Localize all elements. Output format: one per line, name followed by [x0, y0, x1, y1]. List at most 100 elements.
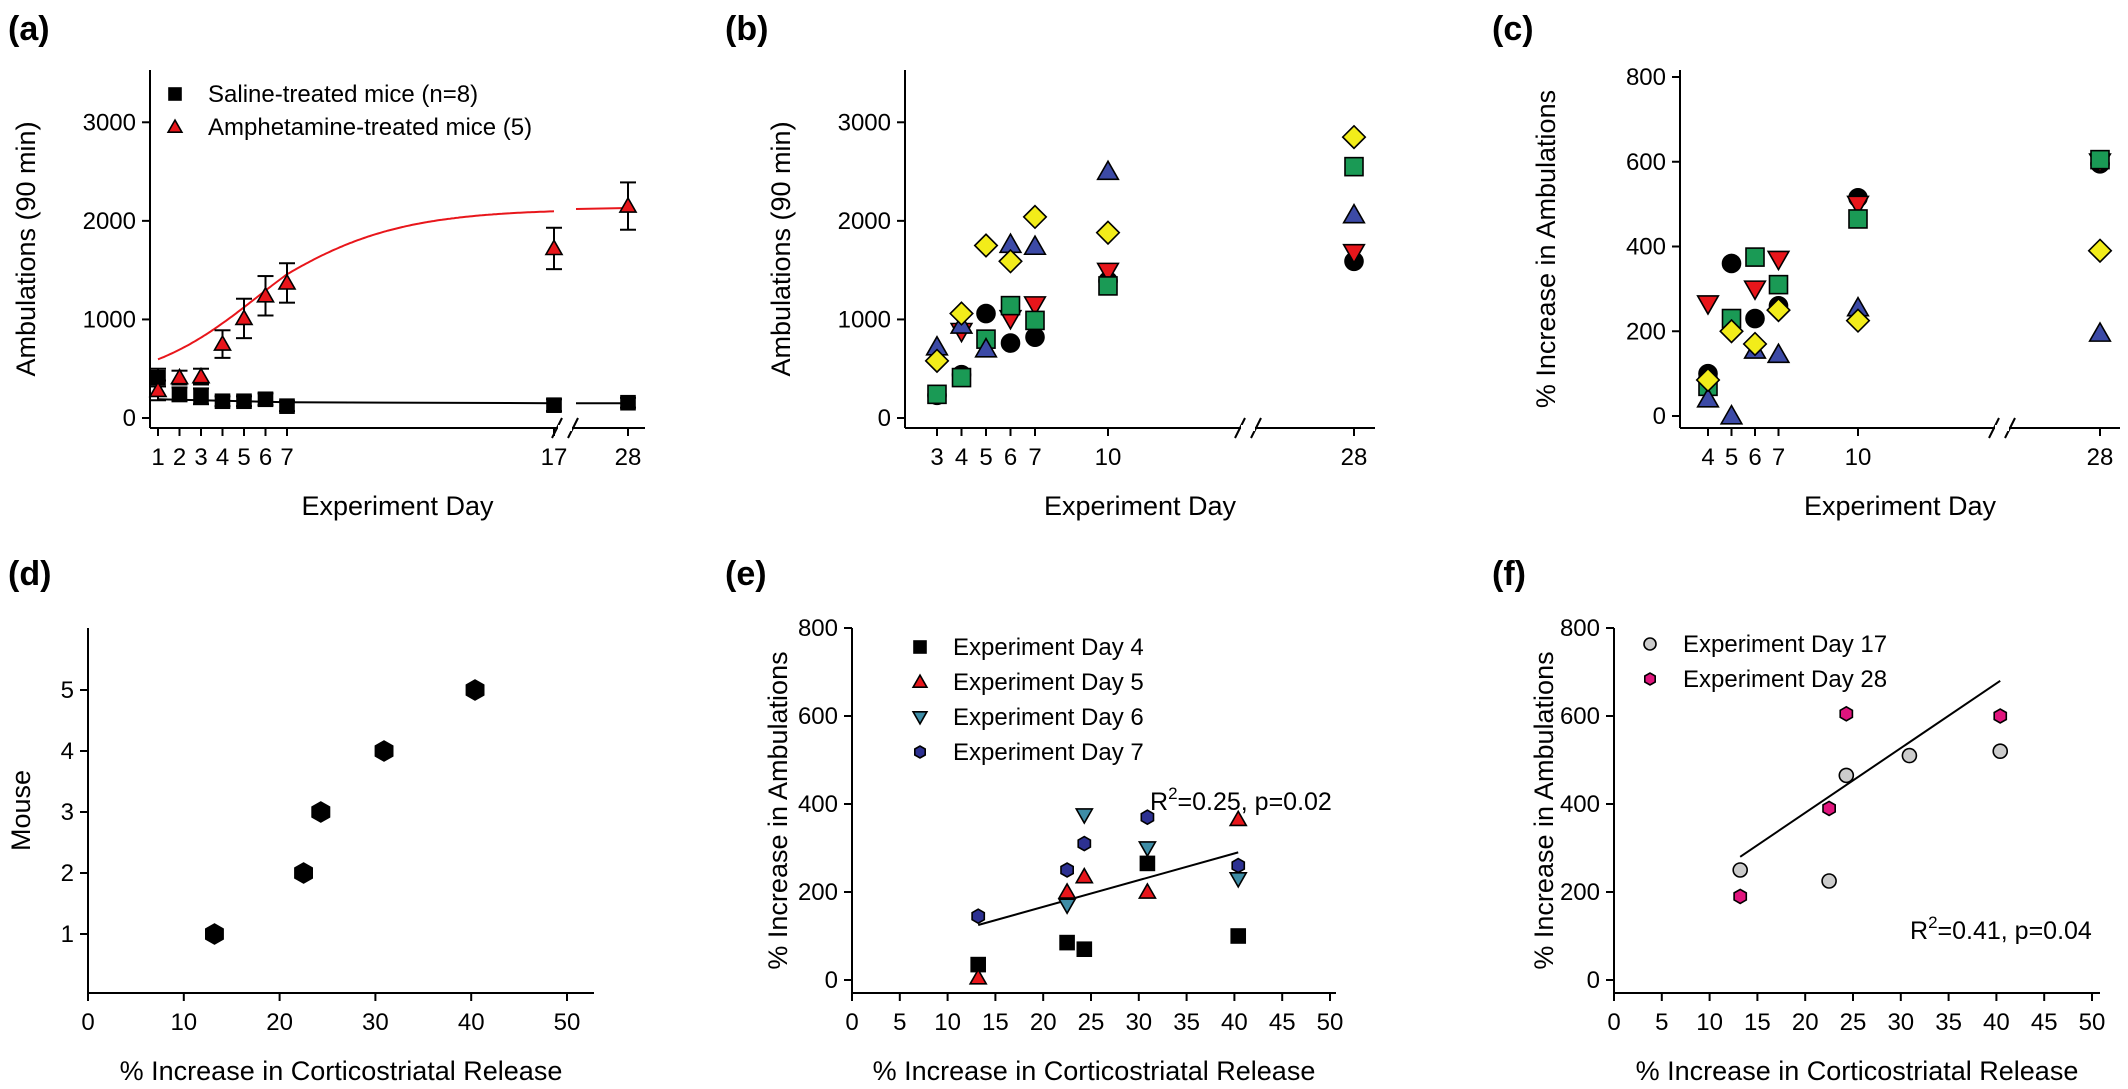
data-point: [1230, 928, 1247, 944]
data-point: [1695, 367, 1721, 393]
data-point: [1057, 898, 1077, 915]
y-tick-label: 0: [825, 967, 838, 994]
x-tick-label: 10: [934, 1009, 961, 1036]
y-tick-label: 3: [61, 799, 74, 826]
x-tick-label: 35: [1173, 1009, 1200, 1036]
x-tick-label: 40: [458, 1009, 485, 1036]
x-tick-label: 10: [1696, 1009, 1723, 1036]
y-tick-label: 200: [798, 879, 838, 906]
axis-break-gap: [558, 425, 572, 431]
data-point: [949, 301, 974, 326]
data-point: [1095, 220, 1121, 246]
data-point: [171, 386, 188, 403]
x-tick-label: 6: [1004, 444, 1017, 471]
y-tick-label: 200: [1560, 879, 1600, 906]
data-point: [2090, 149, 2110, 170]
legend-marker: [911, 673, 929, 688]
legend-label: Saline-treated mice (n=8): [208, 81, 478, 108]
data-point: [1719, 318, 1744, 344]
y-axis-label: % Increase in Ambulations: [1531, 90, 1561, 408]
legend-label: Experiment Day 7: [953, 739, 1144, 766]
x-tick-label: 7: [280, 444, 293, 471]
x-tick-label: 20: [1030, 1009, 1057, 1036]
data-point: [968, 968, 988, 985]
legend-label: Experiment Day 17: [1683, 631, 1887, 658]
data-point: [170, 367, 189, 385]
y-tick-label: 400: [1560, 791, 1600, 818]
x-tick-label: 4: [216, 444, 229, 471]
panel-c: (c) 0 200 400 600 800 4 5 6 7 10 28 Experiment Day % …: [1492, 10, 2120, 521]
y-tick-label: 600: [1560, 703, 1600, 730]
data-point: [1228, 871, 1248, 889]
x-tick-label: 1: [151, 444, 164, 471]
data-point: [1076, 941, 1093, 958]
data-point: [973, 233, 999, 258]
stats-annotation-part: 2: [1168, 784, 1177, 803]
y-tick-label: 1000: [83, 306, 136, 333]
y-tick-label: 800: [798, 615, 838, 642]
data-point: [1025, 327, 1045, 347]
y-tick-label: 0: [1587, 967, 1600, 994]
data-point: [1059, 934, 1075, 951]
data-point: [544, 238, 564, 256]
data-point: [1768, 274, 1789, 295]
y-tick-label: 4: [61, 738, 74, 765]
data-point: [1846, 195, 1870, 217]
stats-annotation: R2=0.25, p=0.02: [1150, 784, 1332, 816]
x-tick-label: 35: [1935, 1009, 1962, 1036]
regression-line: [1739, 679, 2001, 858]
data-point: [1000, 295, 1021, 316]
data-point: [1342, 202, 1366, 224]
x-tick-label: 28: [615, 444, 642, 471]
data-point: [1821, 873, 1837, 889]
data-point: [1074, 866, 1094, 884]
data-point: [1838, 767, 1855, 784]
panel-label: (e): [725, 555, 767, 593]
stats-annotation-part: =0.25, p=0.02: [1178, 788, 1332, 816]
y-tick-label: 2: [61, 860, 74, 887]
data-point: [1732, 862, 1748, 878]
data-point: [1060, 862, 1074, 878]
x-tick-label: 25: [1840, 1009, 1867, 1036]
stats-annotation-part: 2: [1928, 913, 1937, 932]
legend-marker: [911, 711, 929, 726]
x-tick-label: 6: [1748, 444, 1761, 471]
x-tick-label: 4: [1701, 444, 1714, 471]
y-tick-label: 1: [61, 921, 74, 948]
data-point: [1137, 882, 1157, 899]
x-tick-label: 28: [1341, 444, 1368, 471]
axis-break-mark: [1250, 417, 1262, 439]
x-tick-label: 50: [1317, 1009, 1344, 1036]
x-tick-label: 0: [81, 1009, 94, 1036]
data-point: [193, 388, 209, 405]
data-point: [1848, 209, 1868, 229]
x-tick-label: 50: [2079, 1009, 2106, 1036]
x-tick-label: 10: [170, 1009, 197, 1036]
data-point: [620, 394, 636, 411]
data-point: [277, 273, 297, 290]
legend-label: Experiment Day 6: [953, 704, 1144, 731]
data-point: [294, 862, 314, 884]
y-tick-label: 800: [1560, 615, 1600, 642]
regression-line: [977, 851, 1239, 926]
legend-marker: [913, 640, 927, 654]
axis-break-mark: [1234, 417, 1246, 439]
x-tick-label: 15: [982, 1009, 1009, 1036]
x-tick-label: 20: [1792, 1009, 1819, 1036]
data-point: [1839, 705, 1854, 722]
data-point: [1766, 297, 1791, 323]
x-tick-label: 40: [1983, 1009, 2010, 1036]
x-tick-label: 25: [1078, 1009, 1105, 1036]
y-tick-label: 400: [798, 791, 838, 818]
axis-break-gap: [1995, 425, 2009, 431]
data-point: [256, 286, 275, 303]
legend-marker: [166, 118, 184, 133]
panel-label: (d): [8, 555, 51, 593]
x-tick-label: 3: [930, 444, 943, 471]
axis-break-gap: [1241, 425, 1255, 431]
axis-break-mark: [2004, 417, 2016, 439]
x-tick-label: 30: [362, 1009, 389, 1036]
